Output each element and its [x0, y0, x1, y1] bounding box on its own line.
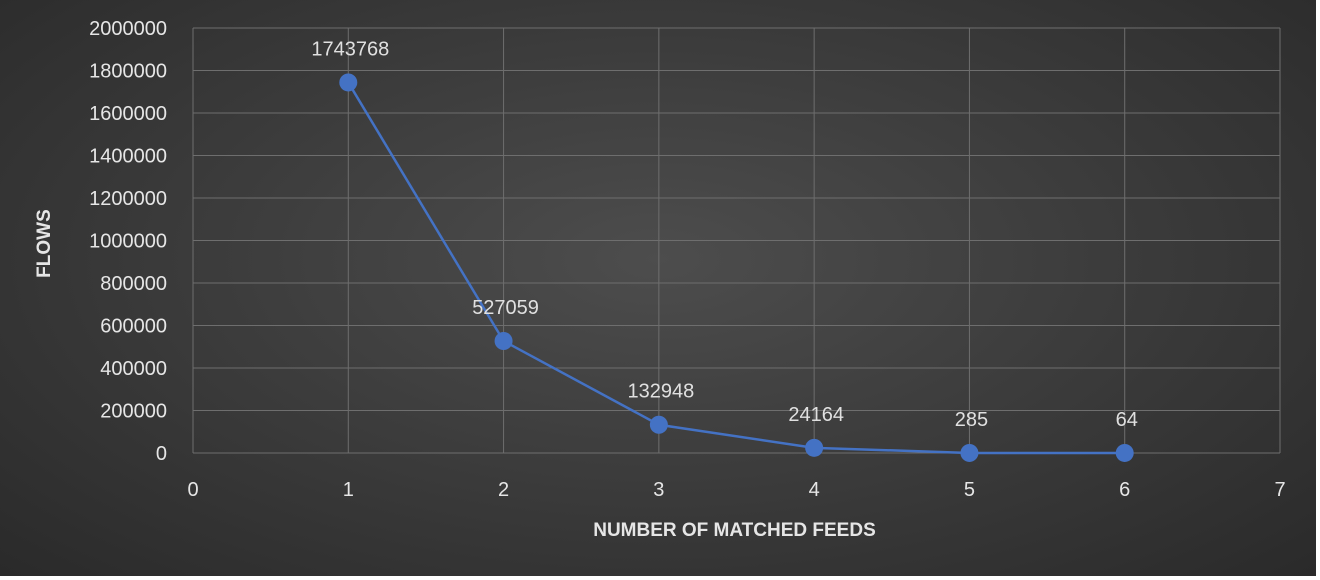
x-axis-ticks: 0 1 2 3 4 5 6 7 — [187, 479, 1285, 501]
y-tick-label: 200000 — [100, 401, 167, 423]
y-tick-label: 800000 — [100, 273, 167, 295]
series — [339, 73, 1134, 462]
x-tick-label: 1 — [343, 479, 354, 501]
x-tick-label: 4 — [809, 479, 820, 501]
y-tick-label: 600000 — [100, 316, 167, 338]
data-labels: 1743768 527059 132948 24164 285 64 — [311, 38, 1137, 431]
data-point — [1115, 443, 1134, 462]
data-label: 285 — [955, 409, 988, 431]
data-label: 1743768 — [311, 38, 389, 60]
y-axis-title: FLOWS — [34, 209, 55, 278]
x-tick-label: 3 — [653, 479, 664, 501]
x-tick-label: 7 — [1274, 479, 1285, 501]
data-label: 24164 — [788, 404, 844, 426]
data-point — [960, 443, 979, 462]
y-tick-label: 2000000 — [89, 18, 167, 40]
data-point — [805, 438, 824, 457]
data-point — [649, 415, 668, 434]
data-label: 527059 — [472, 297, 539, 319]
y-tick-label: 1600000 — [89, 103, 167, 125]
x-tick-label: 5 — [964, 479, 975, 501]
data-label: 64 — [1116, 409, 1138, 431]
y-tick-label: 1800000 — [89, 61, 167, 83]
data-point — [339, 73, 358, 92]
series-line — [347, 81, 1125, 455]
x-tick-label: 6 — [1119, 479, 1130, 501]
y-tick-label: 0 — [156, 443, 167, 465]
gridlines — [192, 27, 1281, 454]
y-tick-label: 1400000 — [89, 146, 167, 168]
x-tick-label: 2 — [498, 479, 509, 501]
y-axis-ticks: 0 200000 400000 600000 800000 1000000 1200000 1… — [89, 18, 167, 465]
y-tick-label: 1000000 — [89, 231, 167, 253]
x-tick-label: 0 — [187, 479, 198, 501]
y-tick-label: 1200000 — [89, 188, 167, 210]
x-axis-title: NUMBER OF MATCHED FEEDS — [593, 520, 876, 541]
data-label: 132948 — [627, 381, 694, 403]
y-tick-label: 400000 — [100, 358, 167, 380]
data-point — [494, 331, 513, 350]
